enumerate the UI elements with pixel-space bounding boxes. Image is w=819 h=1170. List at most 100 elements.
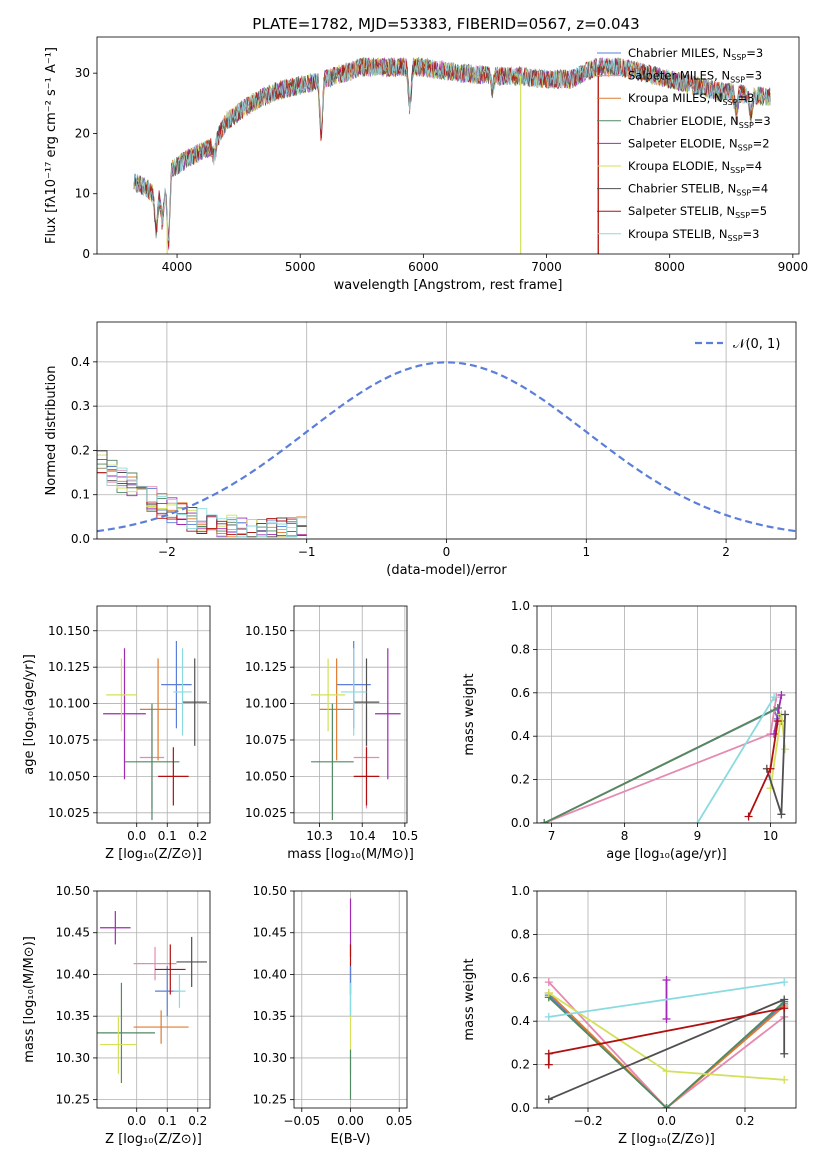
spectrum-ytick-label-2: 20: [75, 126, 90, 140]
weight-vs-age-ytick-label-5: 1.0: [511, 599, 530, 613]
legend-label-sub-6: SSP: [736, 189, 751, 198]
legend-label-7: Salpeter STELIB, NSSP=5: [628, 204, 767, 220]
weight-vs-Z-series-7-marker-2: [780, 1004, 789, 1013]
normal-legend-label: 𝒩(0, 1): [733, 337, 780, 352]
residual-histogram-xtick-label-0: −2: [158, 545, 176, 559]
mass-vs-ebv-ytick-label-2: 10.35: [253, 1009, 287, 1023]
age-vs-Z-ylabel: age [log₁₀(age/yr)]: [22, 654, 37, 775]
age-vs-mass-frame: [293, 605, 408, 824]
weight-vs-Z-series-4-marker-0: [662, 1015, 671, 1024]
mass-vs-ebv-ytick-label-1: 10.30: [253, 1051, 287, 1065]
mass-vs-ebv-ytick-label-4: 10.45: [253, 926, 287, 940]
weight-vs-age-series-7-marker-2: [773, 717, 782, 726]
mass-vs-Z-ytick-label-4: 10.45: [56, 926, 90, 940]
age-vs-Z-ytick-label-1: 10.050: [48, 769, 90, 783]
legend-label-6: Chabrier STELIB, NSSP=4: [628, 182, 768, 198]
legend-label-text-2: Kroupa MILES, N: [628, 91, 723, 105]
age-vs-Z-ytick-label-2: 10.075: [48, 733, 90, 747]
weight-vs-Z-series-3-marker-1: [662, 1104, 671, 1108]
spectrum-plot-area: [133, 56, 771, 254]
residual-histogram-ytick-label-4: 0.4: [71, 355, 90, 369]
legend-label-text-4: Salpeter ELODIE, N: [628, 136, 738, 150]
mass-vs-ebv-ytick-label-0: 10.25: [253, 1093, 287, 1107]
weight-vs-Z-series-5-marker-0: [544, 988, 553, 997]
age-vs-mass-plot-area: [311, 640, 401, 821]
weight-vs-Z-series-7-marker-1: [544, 1049, 553, 1058]
weight-vs-Z-panel: −0.2 0.0 0.2 0.0 0.2 0.4 0.6 0.8 1.0 Z [log₁₀(Z/Z…: [462, 884, 797, 1147]
mass-vs-Z-ylabel: mass [log₁₀(M/M⊙)]: [22, 936, 37, 1063]
residual-histogram-frame: [96, 321, 797, 540]
weight-vs-Z-series-4-marker-1: [662, 975, 671, 984]
age-vs-mass-ytick-label-2: 10.075: [245, 733, 287, 747]
figure-title: PLATE=1782, MJD=53383, FIBERID=0567, z=0…: [252, 15, 639, 33]
mass-vs-ebv-ytick-label-5: 10.50: [253, 884, 287, 898]
weight-vs-age-ytick-label-4: 0.8: [511, 642, 530, 656]
legend-label-text-0: Chabrier MILES, N: [628, 46, 731, 60]
weight-vs-Z-ytick-label-3: 0.6: [511, 971, 530, 985]
age-vs-Z-ytick-label-0: 10.025: [48, 806, 90, 820]
legend-label-tail-2: =3: [738, 91, 755, 105]
weight-vs-age-series-8: [696, 696, 775, 823]
age-vs-Z-xlabel: Z [log₁₀(Z/Z⊙)]: [105, 847, 202, 862]
spectrum-panel: 4000 5000 6000 7000 8000 9000 0 10 20 30 wavelengt…: [44, 36, 808, 293]
legend-label-text-7: Salpeter STELIB, N: [628, 204, 735, 218]
weight-vs-Z-series-5-marker-2: [780, 1075, 789, 1084]
age-vs-Z-ytick-label-5: 10.150: [48, 624, 90, 638]
weight-vs-age-series-8-marker-0: [693, 819, 702, 823]
legend-label-tail-6: =4: [751, 182, 768, 196]
mass-vs-Z-ytick-label-5: 10.50: [56, 884, 90, 898]
legend-label-5: Kroupa ELODIE, NSSP=4: [628, 159, 762, 175]
weight-vs-age-series-6-marker-1: [777, 810, 786, 819]
legend-label-8: Kroupa STELIB, NSSP=3: [628, 227, 759, 243]
legend-label-text-8: Kroupa STELIB, N: [628, 227, 728, 241]
legend-label-sub-2: SSP: [723, 98, 738, 107]
mass-vs-Z-frame: [96, 890, 211, 1109]
weight-vs-age-ylabel: mass weight: [462, 673, 477, 755]
spectrum-frame: [96, 36, 800, 255]
weight-vs-Z-series-8: [548, 981, 785, 1018]
residual-histogram-xtick-label-4: 2: [722, 545, 730, 559]
legend-label-sub-0: SSP: [731, 53, 746, 62]
spectrum-xtick-label-2: 6000: [408, 260, 439, 274]
weight-vs-age-xtick-label-3: 10: [763, 829, 778, 843]
legend-label-text-1: Salpeter MILES, N: [628, 69, 730, 83]
weight-vs-age-series-3-marker-0: [540, 819, 549, 823]
legend-label-4: Salpeter ELODIE, NSSP=2: [628, 136, 770, 152]
mass-vs-Z-ytick-label-3: 10.40: [56, 967, 90, 981]
residual-histogram-ytick-label-1: 0.1: [71, 488, 90, 502]
mass-vs-Z-xtick-label-1: 0.1: [158, 1114, 177, 1128]
weight-vs-Z-series-6-marker-1: [780, 995, 789, 1004]
legend-label-tail-3: =3: [754, 114, 771, 128]
age-vs-mass-xtick-label-1: 10.4: [349, 829, 376, 843]
age-vs-Z-panel: 0.0 0.1 0.2 10.025 10.050 10.075 10.100 10.125 1…: [22, 605, 211, 862]
weight-vs-Z-ytick-label-4: 0.8: [511, 927, 530, 941]
weight-vs-Z-ylabel: mass weight: [462, 958, 477, 1040]
mass-vs-ebv-panel: −0.05 0.00 0.05 10.25 10.30 10.35 10.40 10.45 10…: [253, 884, 413, 1147]
weight-vs-age-series-4-marker-0: [770, 730, 779, 739]
weight-vs-Z-series-6-marker-2: [780, 1049, 789, 1058]
legend-label-tail-1: =3: [745, 69, 762, 83]
weight-vs-Z-ytick-label-1: 0.2: [511, 1058, 530, 1072]
histogram-5: [97, 454, 307, 538]
mass-vs-Z-ytick-label-2: 10.35: [56, 1009, 90, 1023]
spectrum-xtick-label-3: 7000: [531, 260, 562, 274]
weight-vs-Z-series-7-marker-0: [544, 1060, 553, 1069]
legend-label-sub-3: SSP: [739, 121, 754, 130]
legend-label-tail-4: =2: [753, 136, 770, 150]
legend-label-text-6: Chabrier STELIB, N: [628, 182, 736, 196]
legend-label-text-3: Chabrier ELODIE, N: [628, 114, 739, 128]
weight-vs-age-series-8-marker-1: [770, 693, 779, 702]
legend-label-sub-1: SSP: [730, 76, 745, 85]
legend-label-sub-8: SSP: [728, 234, 743, 243]
age-vs-mass-ytick-label-3: 10.100: [245, 697, 287, 711]
weight-vs-Z-xtick-label-0: −0.2: [573, 1114, 602, 1128]
mass-vs-ebv-xtick-label-2: 0.05: [386, 1114, 413, 1128]
residual-histogram-plot-area: [97, 361, 796, 538]
weight-vs-Z-ytick-label-2: 0.4: [511, 1014, 530, 1028]
weight-vs-age-plot-area: [540, 690, 790, 823]
residual-histogram-ytick-label-2: 0.2: [71, 443, 90, 457]
age-vs-mass-xtick-label-2: 10.5: [392, 829, 419, 843]
weight-vs-age-ytick-label-0: 0.0: [511, 816, 530, 830]
legend-label-text-5: Kroupa ELODIE, N: [628, 159, 730, 173]
weight-vs-age-xtick-label-1: 8: [621, 829, 629, 843]
